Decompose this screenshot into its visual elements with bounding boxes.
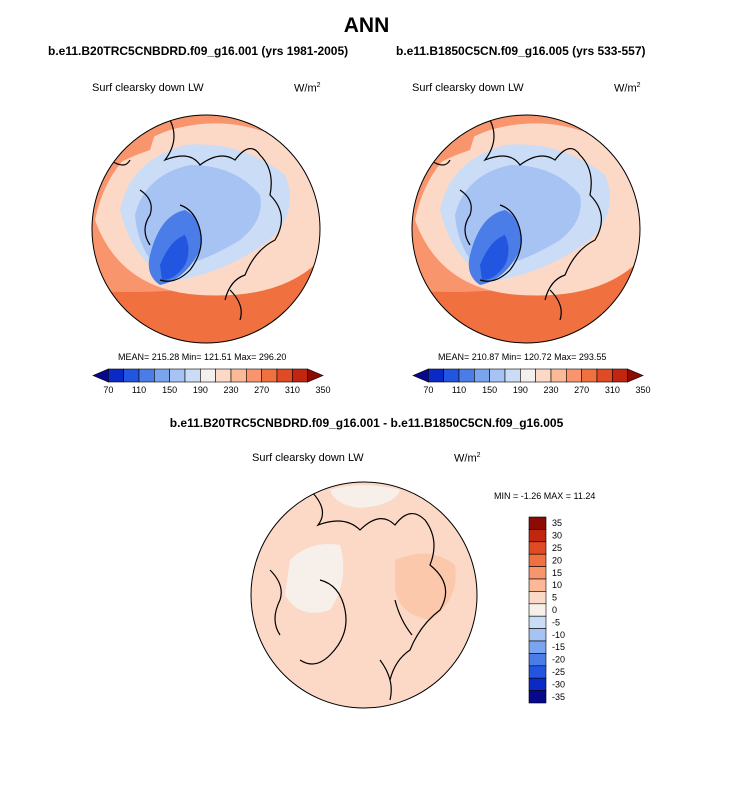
panel1-colorbar-high-tri xyxy=(307,368,324,383)
diff-colorbar-swatch xyxy=(528,603,547,617)
diff-colorbar-tick-label: -5 xyxy=(552,617,560,627)
panel2-units-label: W/m2 xyxy=(614,82,641,95)
panel2-colorbar-tick-label: 150 xyxy=(482,385,497,395)
panel2-colorbar-tick-label: 70 xyxy=(423,385,433,395)
panel1-colorbar-tick-label: 350 xyxy=(315,385,330,395)
diff-colorbar-tick-label: 5 xyxy=(552,593,557,603)
panel2-colorbar: 70 110 150 190 230 270 310 350 xyxy=(412,368,651,395)
diff-colorbar-tick-label: 20 xyxy=(552,555,562,565)
diff-colorbar-tick-label: -25 xyxy=(552,667,565,677)
panel2-coastline xyxy=(429,119,602,321)
panel2-colorbar-tick-label: 230 xyxy=(543,385,558,395)
diff-colorbar-swatch xyxy=(528,690,547,704)
panel1-colorbar-tick-label: 310 xyxy=(285,385,300,395)
diff-case-title: b.e11.B20TRC5CNBDRD.f09_g16.001 - b.e11.… xyxy=(169,416,564,430)
diff-field-neutral-1 xyxy=(285,544,344,613)
diff-colorbar-tick-label: 15 xyxy=(552,568,562,578)
diff-field-neutral-2 xyxy=(330,485,400,508)
panel1-case-title: b.e11.B20TRC5CNBDRD.f09_g16.001 (yrs 198… xyxy=(48,44,349,58)
panel2-colorbar-high-tri xyxy=(627,368,644,383)
panel2-colorbar-tick-label: 310 xyxy=(605,385,620,395)
diff-colorbar-swatch xyxy=(528,529,547,543)
diff-colorbar-tick-label: -15 xyxy=(552,642,565,652)
diff-colorbar-swatch xyxy=(528,677,547,691)
diff-colorbar-tick-label: 35 xyxy=(552,518,562,528)
diff-field-base xyxy=(251,482,477,708)
diff-colorbar-swatch xyxy=(528,615,547,629)
diff-colorbar-tick-label: 0 xyxy=(552,605,557,615)
diff-colorbar-swatch xyxy=(528,541,547,555)
panel1-colorbar-tick-label: 110 xyxy=(132,385,146,395)
diff-colorbar-swatch xyxy=(528,516,547,530)
panel1-colorbar-tick-label: 190 xyxy=(193,385,208,395)
panel2-colorbar-tick-label: 270 xyxy=(574,385,589,395)
diff-coastline xyxy=(269,489,447,701)
diff-colorbar-tick-label: -30 xyxy=(552,679,565,689)
diff-colorbar-tick-label: 25 xyxy=(552,543,562,553)
diff-colorbar-tick-label: -20 xyxy=(552,655,565,665)
panel1-variable-label: Surf clearsky down LW xyxy=(92,82,204,94)
diff-colorbar-tick-label: -10 xyxy=(552,630,565,640)
panel2-case-title: b.e11.B1850C5CN.f09_g16.005 (yrs 533-557… xyxy=(396,44,646,58)
panel1-stats: MEAN= 215.28 Min= 121.51 Max= 296.20 xyxy=(118,352,287,362)
panel1-colorbar-tick-label: 230 xyxy=(223,385,238,395)
diff-colorbar-swatch xyxy=(528,653,547,667)
panel2-colorbar-tick-label: 350 xyxy=(635,385,650,395)
diff-colorbar-tick-label: 30 xyxy=(552,531,562,541)
figure-title: ANN xyxy=(343,14,390,37)
panel2-colorbar-tick-label: 190 xyxy=(513,385,528,395)
panel1-units-label: W/m2 xyxy=(294,82,321,95)
diff-colorbar-swatch xyxy=(528,665,547,679)
diff-colorbar-tick-label: 10 xyxy=(552,580,562,590)
diff-colorbar-tick-label: -35 xyxy=(552,692,565,702)
panel2-colorbar-tick-label: 110 xyxy=(452,385,466,395)
panel2-field-greenland-core xyxy=(480,235,509,280)
diff-colorbar-swatch xyxy=(528,591,547,605)
diff-colorbar-swatch xyxy=(528,578,547,592)
panel2-variable-label: Surf clearsky down LW xyxy=(412,82,524,94)
panel1-colorbar: 70 110 150 190 230 270 310 350 xyxy=(92,368,331,395)
diff-variable-label: Surf clearsky down LW xyxy=(252,452,364,464)
diff-colorbar-swatch xyxy=(528,553,547,567)
diff-stats: MIN = -1.26 MAX = 11.24 xyxy=(494,491,596,501)
diff-colorbar: 35 30 25 20 15 10 5 0 -5 -10 -15 -20 -25 -30 -35 xyxy=(528,516,565,704)
diff-colorbar-swatch xyxy=(528,628,547,642)
diff-colorbar-swatch xyxy=(528,640,547,654)
panel1-colorbar-tick-label: 270 xyxy=(254,385,269,395)
panel1-field-greenland-core xyxy=(160,235,189,280)
diff-units-label: W/m2 xyxy=(454,452,481,465)
panel1-colorbar-tick-label: 150 xyxy=(162,385,177,395)
panel2-stats: MEAN= 210.87 Min= 120.72 Max= 293.55 xyxy=(438,352,607,362)
diff-colorbar-swatch xyxy=(528,566,547,580)
panel1-colorbar-tick-label: 70 xyxy=(103,385,113,395)
diff-field-warm xyxy=(395,553,456,620)
panel1-coastline xyxy=(109,119,282,321)
